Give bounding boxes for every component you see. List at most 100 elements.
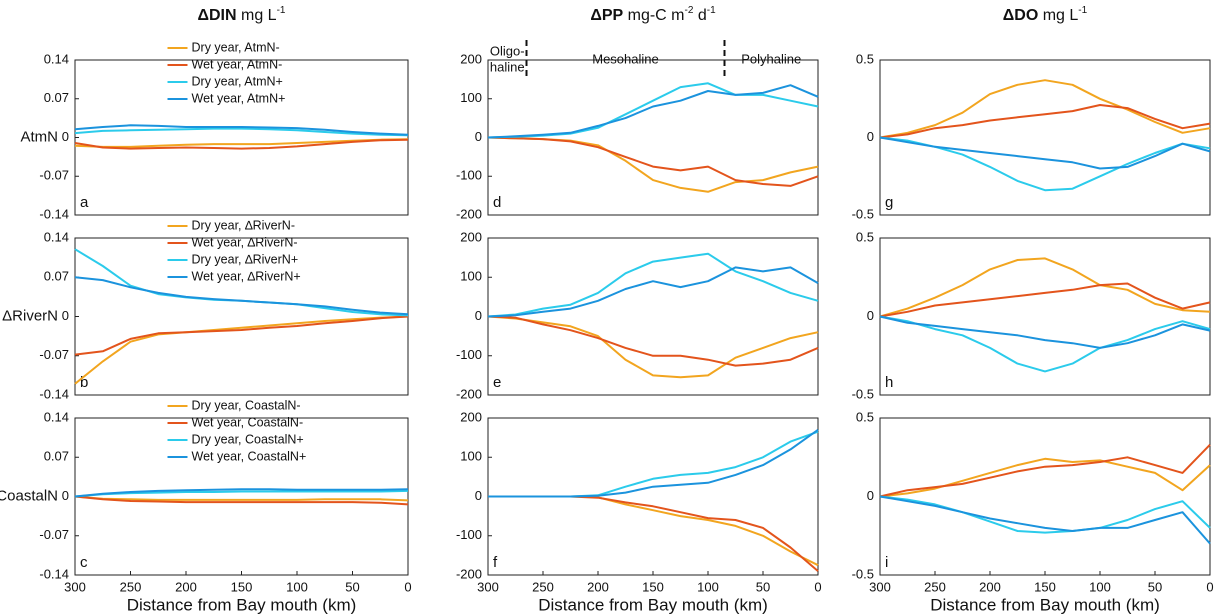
y-tick-label: -100 [456, 168, 482, 183]
column-title: ΔPP mg-C m-2 d-1 [590, 5, 716, 25]
title-part: mg L [237, 7, 277, 24]
x-tick-label: 150 [642, 579, 664, 594]
x-axis-label: Distance from Bay mouth (km) [538, 595, 768, 614]
panel-letter: c [80, 554, 88, 571]
title-part: ΔDO [1003, 7, 1039, 24]
data-line [74, 315, 409, 356]
y-tick-label: -0.14 [39, 566, 69, 581]
y-tick-label: 0.5 [856, 409, 874, 424]
data-line [74, 127, 409, 137]
panel-letter: h [885, 374, 893, 391]
y-tick-label: 100 [460, 90, 482, 105]
legend-label: Dry year, CoastalN+ [192, 432, 304, 446]
y-tick-label: 0.07 [44, 90, 69, 105]
panel-letter: b [80, 374, 88, 391]
data-line [879, 104, 1211, 139]
y-tick-label: -0.5 [852, 206, 874, 221]
title-part: -1 [707, 5, 716, 16]
plot-frame [879, 59, 1211, 216]
y-tick-label: -0.14 [39, 206, 69, 221]
title-part: -1 [1078, 5, 1087, 16]
data-line [879, 495, 1211, 545]
y-tick-label: -100 [456, 347, 482, 362]
legend-label: Dry year, AtmN- [192, 40, 280, 54]
title-part: mg L [1038, 7, 1078, 24]
data-line [879, 457, 1211, 498]
y-tick-label: 100 [460, 269, 482, 284]
title-part: -1 [277, 5, 286, 16]
x-tick-label: 0 [1206, 579, 1213, 594]
legend-label: Wet year, CoastalN+ [192, 449, 307, 463]
legend-label: Wet year, ∆RiverN- [192, 235, 298, 249]
y-tick-label: -0.5 [852, 386, 874, 401]
y-tick-label: 200 [460, 229, 482, 244]
x-tick-label: 250 [120, 579, 142, 594]
panel-letter: a [80, 194, 89, 211]
x-tick-label: 0 [404, 579, 411, 594]
y-tick-label: 0 [475, 488, 482, 503]
zone-label: haline [490, 59, 525, 74]
data-line [879, 444, 1211, 498]
y-tick-label: 0 [475, 129, 482, 144]
y-tick-label: 0 [62, 488, 69, 503]
legend-label: Wet year, ∆RiverN+ [192, 269, 301, 283]
legend-label: Dry year, CoastalN- [192, 398, 301, 412]
data-line [879, 315, 1211, 373]
y-tick-label: 0 [62, 129, 69, 144]
data-line [74, 495, 409, 502]
y-tick-label: -0.07 [39, 347, 69, 362]
x-tick-label: 150 [231, 579, 253, 594]
zone-label: Polyhaline [741, 51, 801, 66]
data-line [487, 315, 819, 379]
panel-letter: d [493, 194, 501, 211]
x-tick-label: 50 [756, 579, 770, 594]
y-tick-label: 0 [62, 308, 69, 323]
legend-label: Dry year, ∆RiverN- [192, 218, 296, 232]
zone-label: Oligo- [490, 43, 525, 58]
y-tick-label: -0.07 [39, 527, 69, 542]
y-tick-label: 0 [867, 308, 874, 323]
legend-label: Wet year, AtmN+ [192, 91, 286, 105]
data-line [74, 138, 409, 150]
x-axis-label: Distance from Bay mouth (km) [127, 595, 357, 614]
y-tick-label: 100 [460, 449, 482, 464]
y-tick-label: 200 [460, 51, 482, 66]
x-tick-label: 0 [814, 579, 821, 594]
x-tick-label: 200 [587, 579, 609, 594]
y-tick-label: 200 [460, 409, 482, 424]
y-tick-label: -200 [456, 206, 482, 221]
x-tick-label: 300 [64, 579, 86, 594]
x-tick-label: 300 [869, 579, 891, 594]
title-part: -2 [685, 5, 694, 16]
data-line [487, 84, 819, 139]
data-line [487, 315, 819, 367]
data-line [74, 276, 409, 316]
legend-label: Dry year, AtmN+ [192, 74, 283, 88]
row-label: CoastalN [0, 487, 58, 504]
y-tick-label: 0 [867, 129, 874, 144]
title-part: ΔPP [590, 7, 623, 24]
panel-letter: e [493, 374, 501, 391]
data-line [488, 495, 819, 572]
y-tick-label: 0 [475, 308, 482, 323]
y-tick-label: 0.07 [44, 269, 69, 284]
row-label: ΔRiverN [2, 307, 58, 324]
data-line [488, 428, 819, 498]
x-tick-label: 200 [175, 579, 197, 594]
x-tick-label: 250 [924, 579, 946, 594]
x-tick-label: 100 [697, 579, 719, 594]
y-tick-label: -100 [456, 527, 482, 542]
data-line [74, 124, 409, 136]
x-tick-label: 50 [1148, 579, 1162, 594]
title-part: d [693, 7, 706, 24]
x-tick-label: 250 [532, 579, 554, 594]
title-part: ΔDIN [198, 7, 237, 24]
y-tick-label: -200 [456, 566, 482, 581]
x-tick-label: 50 [345, 579, 359, 594]
y-tick-label: 0.5 [856, 229, 874, 244]
data-line [879, 282, 1211, 318]
title-part: mg-C m [623, 7, 684, 24]
y-tick-label: 0.5 [856, 51, 874, 66]
data-line [879, 257, 1211, 318]
data-line [487, 252, 819, 318]
